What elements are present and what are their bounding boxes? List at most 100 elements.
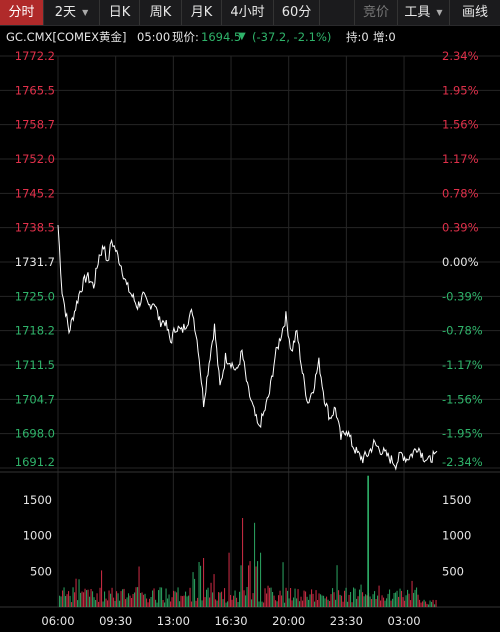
tab-daily-k[interactable]: 日K [100,0,140,25]
volume-bar [411,580,413,607]
time-tick-label: 13:00 [157,614,190,628]
volume-bar [401,590,403,607]
volume-bar [122,589,124,607]
volume-bar [263,602,265,607]
tab-time-sharing[interactable]: 分时 [0,0,44,25]
volume-bar [404,600,406,607]
volume-bar [260,552,262,607]
tab-label: 月K [190,5,213,20]
price-tick-label: 1698.0 [15,427,55,441]
volume-bar [132,594,134,607]
volume-bar [155,599,157,607]
volume-bar [117,593,119,607]
volume-bar [266,593,268,607]
volume-bar [416,587,418,607]
volume-bar [254,522,256,607]
volume-bar [62,590,64,607]
auction-button[interactable]: 竞价 [354,0,398,25]
volume-bar [372,594,374,607]
volume-bar [234,590,236,607]
time-sharing-chart[interactable]: 1772.2 1765.5 1758.7 1752.0 1745.2 1738.5 1731… [0,47,500,632]
volume-bar [389,589,391,607]
price-tick-label: 1691.2 [15,455,55,469]
draw-line-button[interactable]: 画线 [450,0,500,25]
volume-bar [384,600,386,607]
open-interest-increase: 增:0 [373,30,396,44]
volume-bar [110,593,112,607]
volume-tick-label: 1500 [23,493,52,507]
percent-tick-label: -1.17% [442,358,483,372]
volume-bar [420,602,422,607]
chart-grid [0,55,500,608]
tab-60-min[interactable]: 60分 [274,0,320,25]
volume-bar [395,592,397,607]
volume-bar [153,588,155,607]
volume-bar [290,588,292,607]
volume-bar [60,596,62,607]
volume-tick-label: 500 [30,564,52,578]
volume-bar [206,589,208,607]
volume-bar [267,585,269,607]
volume-bar [120,591,122,607]
volume-bar [272,592,274,607]
tab-monthly-k[interactable]: 月K [182,0,222,25]
volume-bar [66,594,68,607]
volume-bar [131,598,133,607]
volume-bar [294,588,296,607]
volume-bar [209,597,211,607]
volume-bar [293,597,295,607]
volume-bar [113,597,115,607]
tab-2-days[interactable]: 2天 ▼ [44,0,100,25]
tab-label: 60分 [281,5,312,20]
tab-weekly-k[interactable]: 周K [140,0,182,25]
volume-bar [320,594,322,607]
price-tick-label: 1738.5 [15,221,55,235]
volume-tick-label: 1000 [23,529,52,543]
volume-bar [200,565,202,607]
volume-bar [186,596,188,607]
tools-button[interactable]: 工具 ▼ [398,0,450,25]
volume-bar [359,589,361,607]
volume-bar [303,590,305,607]
volume-bar [344,590,346,607]
volume-bar [137,587,139,607]
volume-bar [252,593,254,607]
volume-bar [224,588,226,607]
volume-bar [65,596,67,607]
percent-tick-label: 2.34% [442,49,479,63]
volume-bar [405,595,407,607]
tab-label: 日K [108,5,131,20]
volume-bar [297,589,299,607]
volume-bar [146,598,148,607]
volume-bar [269,587,271,607]
volume-bar [399,588,401,607]
volume-bar [149,598,151,607]
volume-bar [83,592,85,607]
chevron-down-icon: ▼ [82,8,89,17]
volume-bar [203,558,205,607]
tab-4-hour[interactable]: 4小时 [222,0,274,25]
open-interest: 持:0 [346,30,369,44]
volume-bar [387,593,389,607]
volume-bar [287,590,289,607]
price-tick-label: 1745.2 [15,186,55,200]
price-tick-label: 1725.0 [15,289,55,303]
volume-bar [114,600,116,607]
volume-bar [431,601,433,607]
volume-tick-label: 1000 [442,529,471,543]
volume-bar [345,587,347,607]
volume-bar [407,589,409,607]
volume-bar [207,587,209,607]
volume-bar [380,600,382,607]
volume-bars [59,475,437,607]
volume-bar [138,566,140,607]
price-tick-label: 1765.5 [15,83,55,97]
volume-bar [180,595,182,607]
volume-bar [222,599,224,607]
volume-bar [72,587,74,607]
volume-bar [107,600,109,607]
volume-bar [419,599,421,607]
volume-bar [341,595,343,607]
volume-bar [143,594,145,607]
volume-bar [87,589,89,607]
